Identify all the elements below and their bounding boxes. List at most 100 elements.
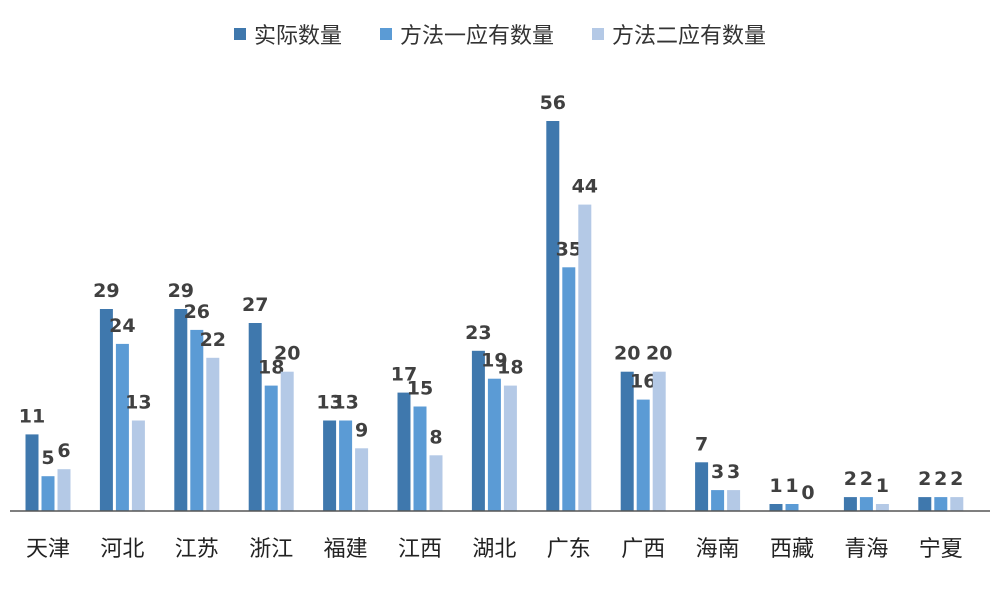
category-label-10: 西藏 [770, 537, 814, 562]
data-label-method1-4: 13 [332, 392, 358, 414]
data-label-method1-8: 16 [630, 371, 656, 393]
data-label-method1-11: 2 [860, 468, 873, 490]
bar-method2-2 [206, 357, 220, 511]
category-label-7: 广东 [547, 537, 591, 562]
legend: 实际数量 方法一应有数量 方法二应有数量 [0, 18, 1000, 50]
bar-method2-3 [280, 371, 294, 511]
data-label-actual-10: 1 [769, 475, 782, 497]
bar-method1-4 [339, 420, 353, 511]
bar-method1-1 [115, 343, 129, 511]
data-label-method1-3: 18 [258, 357, 284, 379]
data-label-actual-3: 27 [242, 294, 268, 316]
bar-actual-12 [918, 497, 932, 511]
category-label-6: 湖北 [472, 537, 516, 562]
category-label-11: 青海 [844, 537, 888, 562]
bar-actual-1 [99, 309, 113, 511]
data-label-actual-12: 2 [918, 468, 931, 490]
category-label-3: 浙江 [249, 537, 293, 562]
legend-item-method2: 方法二应有数量 [592, 18, 766, 50]
legend-item-actual: 实际数量 [233, 18, 342, 50]
bar-actual-2 [174, 309, 188, 511]
bar-actual-7 [546, 121, 560, 511]
bar-method2-6 [503, 385, 517, 511]
data-label-method1-0: 5 [41, 447, 54, 469]
data-label-method1-12: 2 [934, 468, 947, 490]
data-label-actual-2: 29 [168, 280, 194, 302]
bar-method1-0 [41, 476, 55, 511]
bar-method2-1 [131, 420, 145, 511]
bar-actual-8 [620, 371, 634, 511]
bar-method1-8 [636, 399, 650, 511]
legend-label-method1: 方法一应有数量 [399, 24, 554, 49]
data-label-method1-7: 35 [556, 238, 582, 260]
data-label-actual-8: 20 [614, 343, 640, 365]
legend-item-method1: 方法一应有数量 [379, 18, 554, 50]
data-label-method1-10: 1 [785, 475, 798, 497]
data-label-method2-9: 3 [727, 461, 740, 483]
category-label-1: 河北 [100, 537, 144, 562]
data-label-method2-8: 20 [646, 343, 672, 365]
data-label-method1-9: 3 [711, 461, 724, 483]
bar-actual-6 [471, 350, 485, 511]
bar-method2-5 [429, 455, 443, 511]
bar-method2-12 [950, 497, 964, 511]
category-label-2: 江苏 [175, 537, 219, 562]
bar-actual-3 [248, 323, 262, 511]
data-label-actual-0: 11 [19, 405, 45, 427]
data-label-method2-12: 2 [950, 468, 963, 490]
category-label-8: 广西 [621, 537, 665, 562]
bar-actual-4 [323, 420, 337, 511]
bar-method1-7 [562, 267, 576, 512]
legend-swatch-actual [233, 28, 246, 40]
data-label-method1-1: 24 [109, 315, 135, 337]
bar-actual-5 [397, 392, 411, 511]
legend-swatch-method1 [379, 28, 392, 40]
category-label-9: 海南 [696, 537, 740, 562]
bar-actual-9 [695, 462, 709, 512]
data-label-actual-1: 29 [93, 280, 119, 302]
data-label-actual-5: 17 [391, 364, 417, 386]
data-label-method2-4: 9 [355, 419, 368, 441]
data-label-method2-7: 44 [572, 176, 598, 198]
data-label-method2-2: 22 [200, 329, 226, 351]
bar-method2-11 [875, 504, 889, 511]
data-label-actual-11: 2 [844, 468, 857, 490]
bar-actual-0 [25, 434, 39, 511]
category-label-0: 天津 [26, 537, 70, 562]
bar-method2-4 [355, 448, 369, 511]
data-label-method2-6: 18 [497, 357, 523, 379]
bar-method1-6 [487, 378, 501, 511]
bar-method2-0 [57, 469, 71, 511]
data-label-actual-6: 23 [465, 322, 491, 344]
data-label-actual-7: 56 [540, 92, 566, 114]
bar-method1-10 [785, 504, 799, 511]
bar-method1-3 [264, 385, 278, 511]
bar-method1-5 [413, 406, 427, 511]
data-label-method1-6: 19 [481, 350, 507, 372]
category-label-4: 福建 [324, 537, 368, 562]
data-label-method2-11: 1 [876, 475, 889, 497]
bar-method2-8 [652, 371, 666, 511]
data-label-actual-9: 7 [695, 433, 708, 455]
bar-method1-9 [711, 490, 725, 511]
category-label-12: 宁夏 [919, 537, 963, 562]
data-label-actual-4: 13 [316, 392, 342, 414]
data-label-method2-1: 13 [125, 392, 151, 414]
data-label-method1-2: 26 [184, 301, 210, 323]
data-label-method2-5: 8 [429, 426, 442, 448]
category-label-5: 江西 [398, 537, 442, 562]
bar-actual-11 [843, 497, 857, 511]
bar-method2-9 [727, 490, 741, 511]
bar-actual-10 [769, 504, 783, 511]
legend-label-method2: 方法二应有数量 [612, 24, 767, 49]
legend-label-actual: 实际数量 [253, 24, 342, 49]
data-label-method2-0: 6 [57, 440, 70, 462]
bar-method1-12 [934, 497, 948, 511]
bar-method2-7 [578, 204, 592, 511]
data-label-method2-10: 0 [801, 482, 814, 504]
bar-method1-11 [859, 497, 873, 511]
bar-method1-2 [190, 329, 204, 511]
data-label-method1-5: 15 [407, 378, 433, 400]
